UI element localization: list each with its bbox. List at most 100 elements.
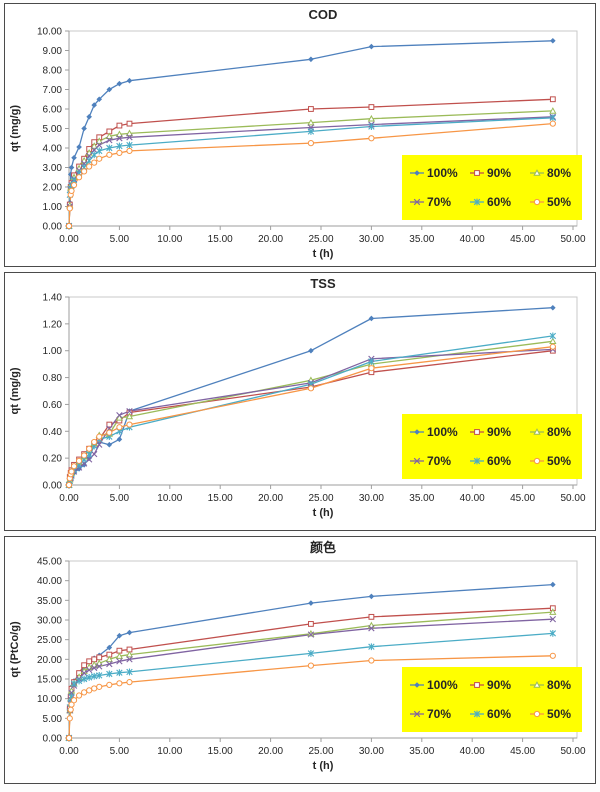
legend-box (402, 414, 582, 479)
marker-square (126, 120, 133, 127)
x-tick-label: 50.00 (560, 746, 585, 757)
marker-circle (307, 662, 315, 669)
legend-label: 80% (547, 678, 571, 692)
x-tick-label: 20.00 (258, 234, 283, 245)
marker-star (116, 669, 123, 677)
marker-circle (66, 205, 73, 212)
tss-line-chart: 0.00 0.20 0.40 0.60 0.80 1.00 1.20 1.40 0.00 5.00… (9, 276, 586, 519)
x-tick-label: 25.00 (308, 234, 333, 245)
marker-triangle (105, 132, 113, 140)
y-tick-label: 20.00 (37, 655, 62, 666)
marker-triangle (105, 655, 113, 663)
y-tick-label: 35.00 (37, 596, 62, 607)
x-tick-label: 20.00 (258, 746, 283, 757)
x-tick-label: 30.00 (359, 746, 384, 757)
legend-item-90%: 90% (470, 678, 511, 692)
x-tick-label: 5.00 (110, 493, 130, 504)
legend-item-60%: 60% (470, 195, 511, 209)
marker-circle (70, 463, 78, 470)
marker-diamond (368, 315, 375, 322)
color-line-chart: 0.00 5.00 10.00 15.00 20.00 25.00 30.00 35.00 40… (9, 540, 586, 772)
marker-circle (65, 481, 73, 489)
legend-item-60%: 60% (470, 454, 511, 468)
marker-circle (368, 365, 375, 372)
marker-circle (549, 652, 556, 659)
marker-diamond (308, 56, 314, 63)
marker-diamond (91, 102, 97, 108)
legend-item-80%: 80% (530, 678, 571, 692)
marker-star (91, 672, 98, 680)
marker-diamond (414, 170, 420, 176)
marker-diamond (550, 37, 556, 44)
marker-circle (96, 433, 103, 440)
marker-circle (116, 680, 123, 687)
marker-star (549, 114, 557, 122)
marker-diamond (550, 304, 556, 311)
legend-item-70%: 70% (410, 195, 451, 209)
chart-title: TSS (310, 276, 336, 291)
marker-star (307, 128, 315, 135)
marker-star (473, 457, 481, 465)
x-tick-label: 35.00 (409, 493, 434, 504)
marker-circle (67, 706, 74, 713)
marker-circle (65, 222, 73, 230)
x-tick-label: 0.00 (59, 493, 79, 504)
panel-color: 0.00 5.00 10.00 15.00 20.00 25.00 30.00 35.00 40… (4, 536, 596, 784)
x-tick-label: 45.00 (510, 234, 535, 245)
marker-star (70, 680, 78, 688)
panel-cod: 0.00 1.00 2.00 3.00 4.00 5.00 6.00 7.00 8.00 9.00… (4, 3, 596, 267)
panel-tss: 0.00 0.20 0.40 0.60 0.80 1.00 1.20 1.40 0.00 5.00… (4, 272, 596, 531)
marker-circle (106, 151, 113, 158)
legend-item-80%: 80% (530, 425, 571, 439)
series-markers-50% (65, 120, 556, 230)
legend-item-90%: 90% (470, 166, 511, 180)
legend-label: 70% (427, 707, 451, 721)
y-tick-label: 1.00 (43, 346, 63, 357)
marker-circle (86, 445, 93, 452)
marker-star (85, 450, 93, 458)
marker-diamond (116, 632, 123, 639)
marker-star (307, 650, 315, 657)
x-tick-label: 30.00 (359, 493, 384, 504)
x-tick-label: 15.00 (208, 493, 233, 504)
marker-diamond (116, 436, 123, 443)
cod-line-chart: 0.00 1.00 2.00 3.00 4.00 5.00 6.00 7.00 8.00 9.00… (9, 7, 586, 260)
y-tick-label: 0.60 (43, 400, 63, 411)
legend-item-80%: 80% (530, 166, 571, 180)
marker-diamond (308, 600, 314, 606)
marker-triangle (367, 114, 376, 122)
marker-x (106, 660, 113, 668)
marker-square (474, 682, 480, 688)
marker-star (106, 670, 113, 678)
marker-square (474, 429, 480, 435)
marker-triangle (549, 608, 557, 615)
marker-diamond (126, 77, 133, 84)
marker-x (368, 625, 375, 632)
y-tick-label: 30.00 (37, 616, 62, 627)
marker-circle (126, 679, 133, 686)
marker-x (96, 441, 103, 448)
y-tick-label: 0.00 (43, 481, 63, 492)
legend-item-70%: 70% (410, 707, 451, 721)
y-tick-label: 0.20 (43, 454, 63, 465)
y-tick-label: 5.00 (43, 714, 63, 725)
x-tick-label: 45.00 (510, 493, 535, 504)
marker-x (91, 664, 98, 672)
legend-label: 70% (427, 195, 451, 209)
marker-star (368, 643, 375, 651)
legend-item-70%: 70% (410, 454, 451, 468)
marker-x (413, 457, 421, 465)
marker-star (549, 332, 557, 340)
marker-circle (116, 149, 123, 156)
x-tick-label: 40.00 (460, 234, 485, 245)
marker-circle (368, 657, 375, 664)
marker-x (126, 407, 133, 415)
series-markers-50% (65, 343, 556, 489)
legend-label: 60% (487, 195, 511, 209)
legend-item-100%: 100% (410, 166, 458, 180)
x-tick-label: 5.00 (110, 746, 130, 757)
marker-x (116, 658, 123, 665)
marker-x (413, 198, 421, 206)
x-tick-label: 10.00 (157, 234, 182, 245)
marker-circle (81, 452, 88, 459)
